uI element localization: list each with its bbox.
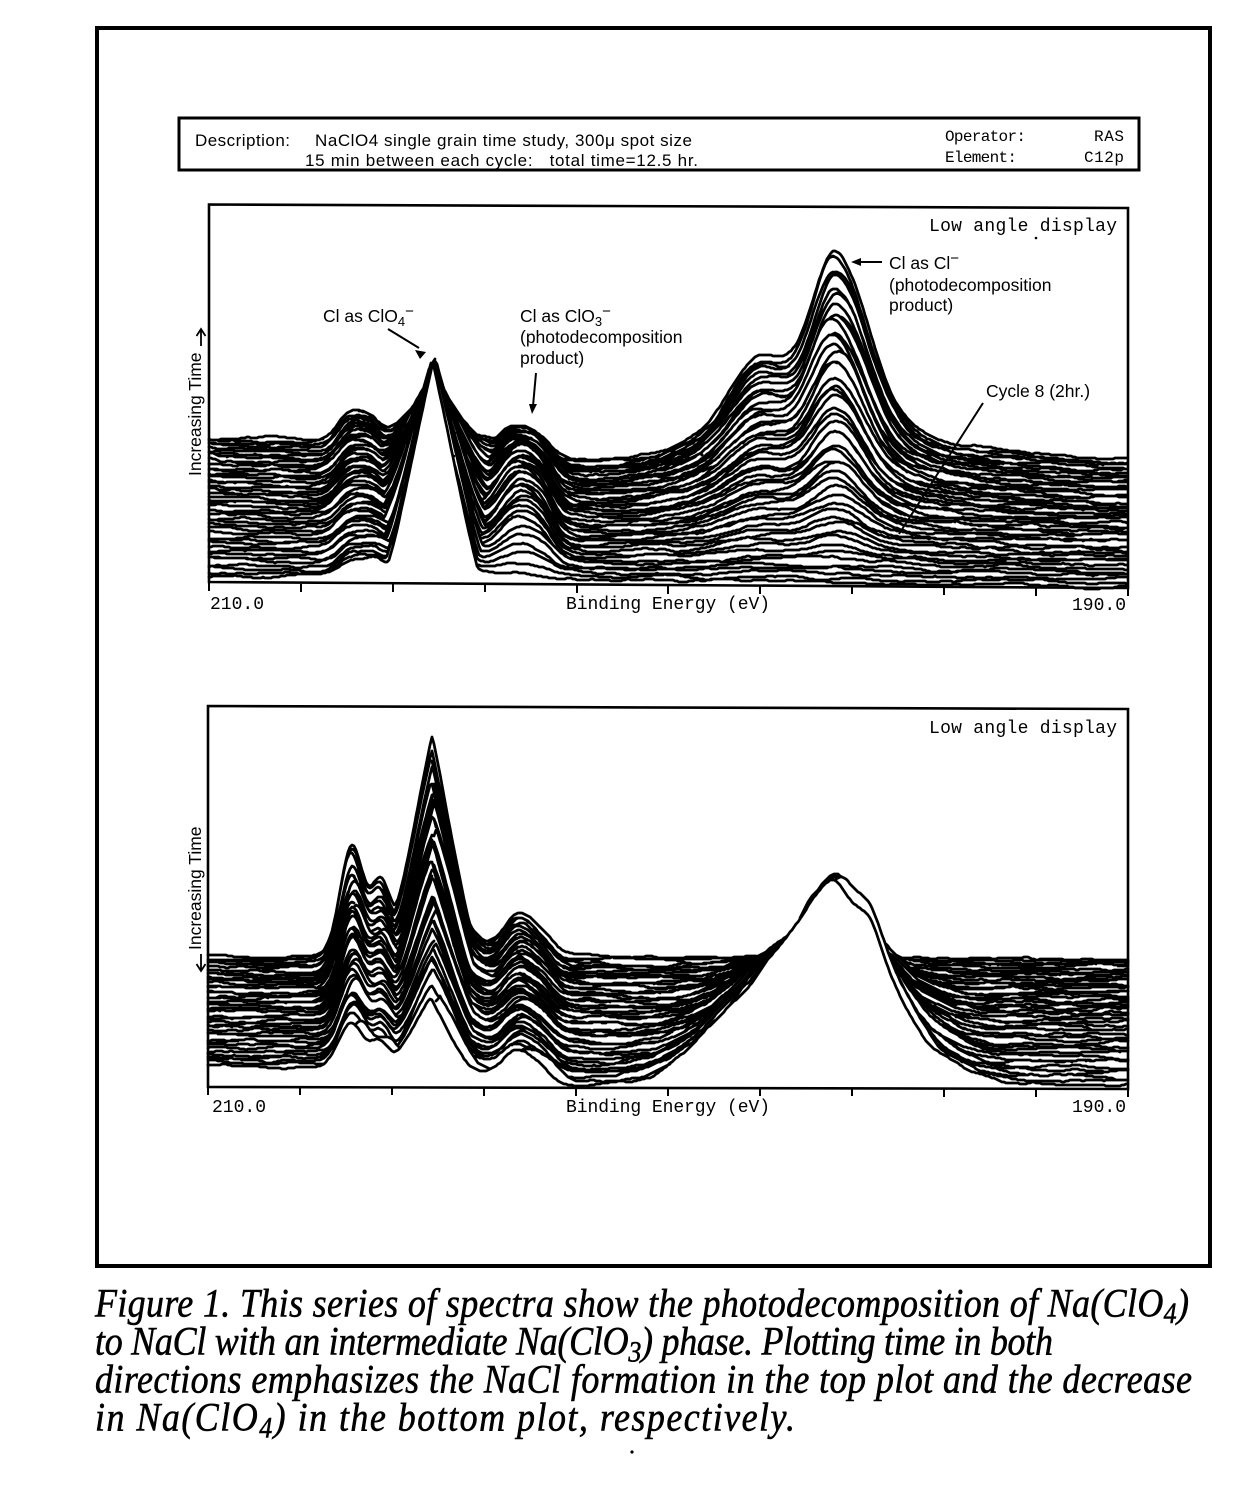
svg-text:to NaCl with an intermediate N: to NaCl with an intermediate Na(ClO3) ph… bbox=[95, 1320, 1053, 1368]
svg-text:product): product) bbox=[889, 295, 953, 315]
svg-text:NaClO4 single grain time study: NaClO4 single grain time study, 300μ spo… bbox=[315, 131, 692, 150]
svg-text:Binding Energy (eV): Binding Energy (eV) bbox=[566, 1098, 770, 1118]
svg-text:190.0: 190.0 bbox=[1072, 1098, 1126, 1118]
svg-text:Increasing Time: Increasing Time bbox=[185, 826, 205, 950]
svg-text:(photodecomposition: (photodecomposition bbox=[889, 275, 1051, 295]
svg-text:Cycle 8 (2hr.): Cycle 8 (2hr.) bbox=[986, 381, 1090, 401]
svg-text:Description:: Description: bbox=[195, 131, 290, 150]
svg-text:in Na(ClO4) in the bottom plot: in Na(ClO4) in the bottom plot, respecti… bbox=[95, 1396, 795, 1444]
svg-text:directions emphasizes the NaCl: directions emphasizes the NaCl formation… bbox=[95, 1358, 1192, 1402]
svg-text:210.0: 210.0 bbox=[212, 1098, 266, 1118]
svg-text:Increasing Time: Increasing Time bbox=[185, 352, 205, 476]
svg-text:product): product) bbox=[520, 348, 584, 368]
svg-text:Cl as Cl−: Cl as Cl− bbox=[889, 250, 959, 273]
svg-text:Cl as ClO4−: Cl as ClO4− bbox=[323, 303, 414, 329]
svg-text:Low angle display: Low angle display bbox=[929, 719, 1117, 739]
svg-text:Element:: Element: bbox=[945, 149, 1017, 167]
svg-text:C12p: C12p bbox=[1084, 149, 1124, 167]
svg-text:Operator:: Operator: bbox=[945, 128, 1026, 146]
svg-text:210.0: 210.0 bbox=[210, 595, 264, 615]
svg-text:RAS: RAS bbox=[1094, 128, 1124, 146]
svg-text:Figure 1. This series of spect: Figure 1. This series of spectra show th… bbox=[94, 1282, 1189, 1330]
svg-text:Low angle display: Low angle display bbox=[929, 217, 1117, 237]
svg-text:(photodecomposition: (photodecomposition bbox=[520, 327, 682, 347]
svg-text:190.0: 190.0 bbox=[1072, 596, 1126, 616]
svg-text:Binding Energy (eV): Binding Energy (eV) bbox=[566, 595, 770, 615]
svg-text:15 min between each cycle: t: 15 min between each cycle: total time=12… bbox=[305, 151, 698, 170]
svg-text:Cl as ClO3−: Cl as ClO3− bbox=[520, 303, 611, 329]
